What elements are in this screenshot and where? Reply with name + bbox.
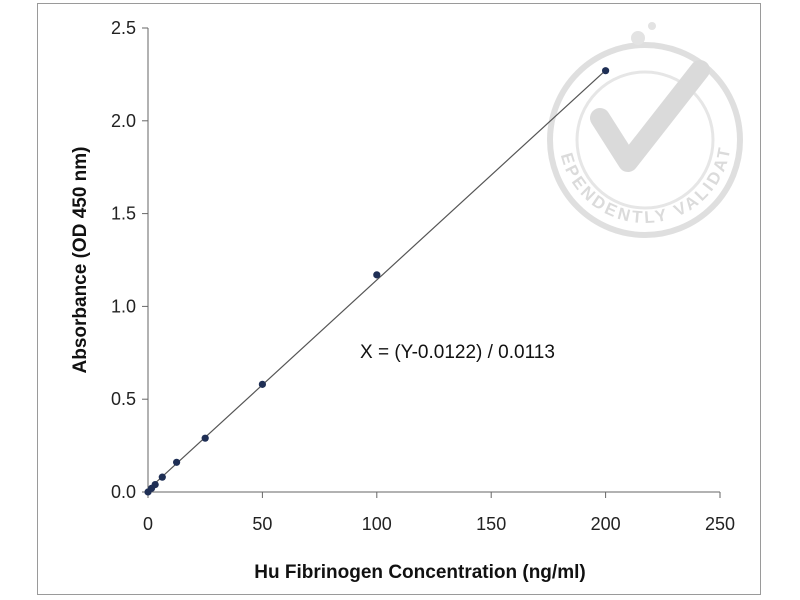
watermark-inner-ring — [575, 70, 715, 210]
x-axis-title: Hu Fibrinogen Concentration (ng/ml) — [254, 562, 585, 583]
data-point — [158, 473, 166, 481]
x-tick-label: 150 — [476, 514, 506, 534]
data-point — [173, 458, 181, 466]
plot-area — [144, 67, 610, 496]
fit-line — [147, 69, 607, 491]
y-tick-label: 2.5 — [111, 18, 136, 38]
y-tick-label: 2.0 — [111, 111, 136, 131]
x-tick-label: 50 — [252, 514, 272, 534]
x-tick-label: 200 — [591, 514, 621, 534]
y-tick-label: 1.0 — [111, 296, 136, 316]
y-tick-label: 0.5 — [111, 389, 136, 409]
chart-frame — [37, 3, 761, 595]
data-point — [151, 480, 159, 489]
axes: 0.0 0.5 1.0 1.5 2.0 2.5 0 50 100 150 200 250 — [111, 18, 735, 534]
watermark-dot — [648, 22, 656, 30]
data-point — [258, 380, 266, 388]
y-axis-title: Absorbance (OD 450 nm) — [70, 147, 91, 374]
y-tick-label: 0.0 — [111, 482, 136, 502]
x-tick-label: 250 — [705, 514, 735, 534]
y-tick-label: 1.5 — [111, 204, 136, 224]
data-point — [602, 67, 610, 75]
x-tick-label: 0 — [143, 514, 153, 534]
x-tick-label: 100 — [362, 514, 392, 534]
data-point — [201, 434, 209, 442]
watermark-outer-ring — [547, 42, 743, 238]
checkmark-seal-icon — [590, 60, 710, 172]
equation-annotation: X = (Y-0.0122) / 0.0113 — [360, 342, 555, 363]
watermark-dot — [631, 31, 645, 45]
data-point — [373, 271, 381, 279]
